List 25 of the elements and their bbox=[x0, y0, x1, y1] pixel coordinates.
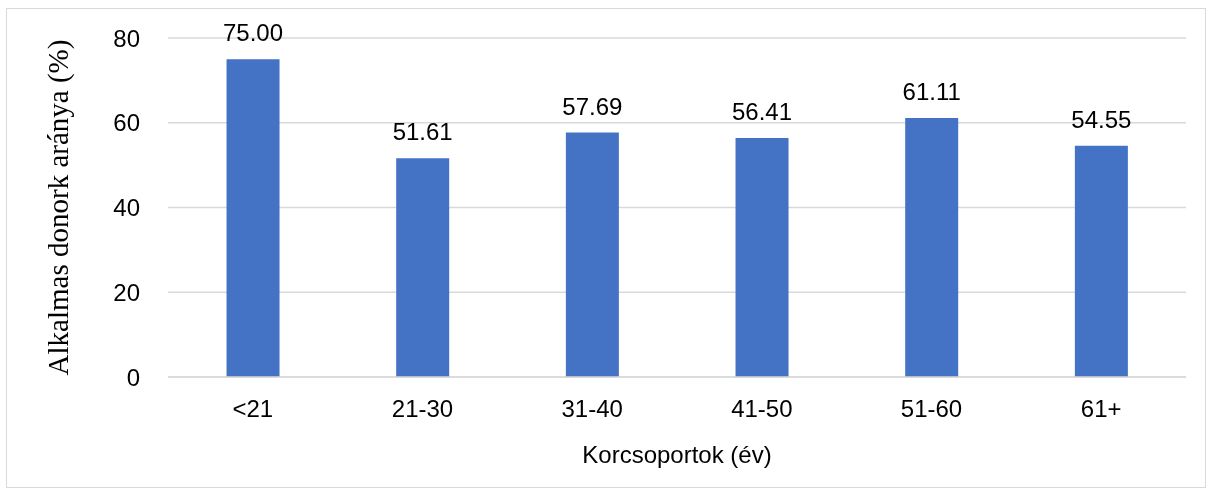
y-tick-label: 60 bbox=[113, 109, 140, 137]
y-tick-label: 80 bbox=[113, 24, 140, 52]
data-label: 54.55 bbox=[1071, 105, 1132, 133]
data-label: 56.41 bbox=[732, 97, 793, 125]
bar bbox=[565, 132, 619, 377]
y-tick-label: 20 bbox=[113, 278, 140, 306]
x-tick-label: 61+ bbox=[1080, 395, 1122, 423]
bar bbox=[905, 118, 959, 377]
data-label: 57.69 bbox=[562, 92, 623, 120]
data-label: 75.00 bbox=[223, 19, 284, 47]
x-tick-label: 31-40 bbox=[561, 395, 623, 423]
x-tick-label: 21-30 bbox=[391, 395, 454, 423]
data-label: 51.61 bbox=[392, 118, 453, 146]
x-tick-label: <21 bbox=[232, 395, 274, 423]
y-axis-title: Alkalmas donork aránya (%) bbox=[42, 39, 76, 376]
bar bbox=[396, 158, 450, 377]
y-tick-label: 40 bbox=[113, 194, 140, 222]
data-label: 61.11 bbox=[902, 78, 961, 106]
bar bbox=[1074, 145, 1128, 377]
x-tick-label: 51-60 bbox=[900, 395, 963, 423]
y-tick-label: 0 bbox=[126, 363, 140, 391]
x-tick-label: 41-50 bbox=[731, 395, 793, 423]
bar bbox=[226, 59, 280, 377]
bar bbox=[735, 137, 789, 377]
x-axis-title: Korcsoportok (év) bbox=[582, 441, 772, 468]
